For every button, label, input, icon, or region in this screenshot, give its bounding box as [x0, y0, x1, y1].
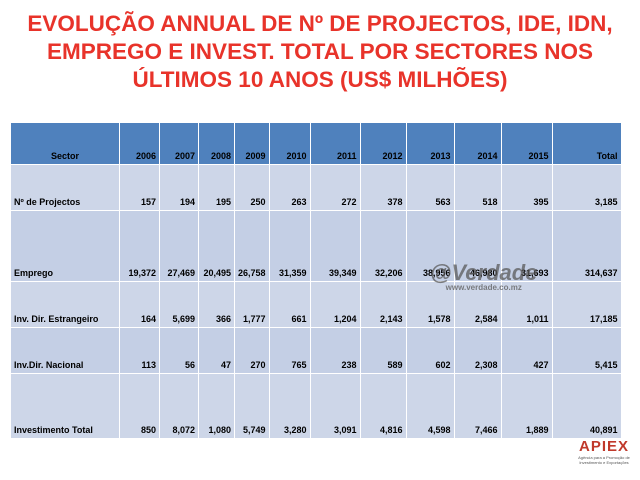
- value-cell: 26,758: [234, 210, 270, 282]
- value-cell: 427: [500, 327, 553, 374]
- column-header: 2008: [198, 122, 235, 165]
- data-table: Sector 2006 2007 2008 2009 2010 2011 2012 2013 20…: [10, 122, 622, 439]
- value-cell: 1,578: [405, 281, 455, 328]
- value-cell: 1,011: [500, 281, 553, 328]
- value-cell: 263: [268, 164, 311, 211]
- value-cell: 270: [234, 327, 270, 374]
- column-header: 2006: [119, 122, 160, 165]
- value-cell: 765: [268, 327, 311, 374]
- value-cell: 31,359: [268, 210, 311, 282]
- row-label: Inv.Dir. Nacional: [10, 327, 120, 374]
- column-header: 2009: [234, 122, 270, 165]
- value-cell: 563: [405, 164, 455, 211]
- value-cell: 378: [359, 164, 407, 211]
- value-cell: 164: [119, 281, 160, 328]
- logo-tagline: Agência para a Promoção de Investimento …: [578, 455, 630, 465]
- value-cell: 250: [234, 164, 270, 211]
- value-cell: 32,206: [359, 210, 407, 282]
- value-cell: 7,466: [453, 373, 502, 439]
- value-cell: 4,598: [405, 373, 455, 439]
- row-label: Emprego: [10, 210, 120, 282]
- value-cell: 850: [119, 373, 160, 439]
- value-cell: 314,637: [551, 210, 622, 282]
- column-header: 2011: [309, 122, 361, 165]
- value-cell: 113: [119, 327, 160, 374]
- value-cell: 27,469: [159, 210, 199, 282]
- value-cell: 40,891: [551, 373, 622, 439]
- table-row: Emprego 19,372 27,469 20,495 26,758 31,359 39,…: [10, 210, 622, 282]
- value-cell: 20,495: [198, 210, 235, 282]
- value-cell: 5,749: [234, 373, 270, 439]
- value-cell: 602: [405, 327, 455, 374]
- value-cell: 47: [198, 327, 235, 374]
- value-cell: 157: [119, 164, 160, 211]
- value-cell: 3,280: [268, 373, 311, 439]
- value-cell: 56: [159, 327, 199, 374]
- value-cell: 4,816: [359, 373, 407, 439]
- watermark-brand: @Verdade: [430, 260, 538, 285]
- value-cell: 366: [198, 281, 235, 328]
- logo: APIEX Agência para a Promoção de Investim…: [572, 438, 636, 465]
- watermark: @Verdade www.verdade.co.mz: [430, 260, 537, 292]
- value-cell: 19,372: [119, 210, 160, 282]
- value-cell: 195: [198, 164, 235, 211]
- table-row: Investimento Total 850 8,072 1,080 5,749 3,28…: [10, 373, 622, 439]
- column-header: 2015: [500, 122, 553, 165]
- value-cell: 2,143: [359, 281, 407, 328]
- column-header: 2010: [268, 122, 311, 165]
- value-cell: 589: [359, 327, 407, 374]
- table-row: Inv.Dir. Nacional 113 56 47 270 765 238 589 602 2…: [10, 327, 622, 374]
- row-label: Investimento Total: [10, 373, 120, 439]
- value-cell: 272: [309, 164, 361, 211]
- watermark-url: www.verdade.co.mz: [445, 283, 522, 292]
- value-cell: 5,415: [551, 327, 622, 374]
- column-header: 2007: [159, 122, 199, 165]
- row-label: Nº de Projectos: [10, 164, 120, 211]
- value-cell: 8,072: [159, 373, 199, 439]
- value-cell: 2,308: [453, 327, 502, 374]
- title: EVOLUÇÃO ANNUAL DE Nº DE PROJECTOS, IDE,…: [0, 10, 640, 94]
- value-cell: 39,349: [309, 210, 361, 282]
- value-cell: 31,693: [500, 210, 553, 282]
- value-cell: 395: [500, 164, 553, 211]
- logo-name: APIEX: [578, 438, 629, 455]
- value-cell: 1,889: [500, 373, 553, 439]
- row-label: Inv. Dir. Estrangeiro: [10, 281, 120, 328]
- value-cell: 3,091: [309, 373, 361, 439]
- title-line: ÚLTIMOS 10 ANOS (US$ MILHÕES): [132, 67, 508, 92]
- value-cell: 194: [159, 164, 199, 211]
- column-header: 2014: [453, 122, 502, 165]
- value-cell: 1,080: [198, 373, 235, 439]
- column-header: 2012: [359, 122, 407, 165]
- value-cell: 17,185: [551, 281, 622, 328]
- title-line: EMPREGO E INVEST. TOTAL POR SECTORES NOS: [47, 39, 593, 64]
- value-cell: 38,956: [405, 210, 455, 282]
- value-cell: 1,777: [234, 281, 270, 328]
- value-cell: 2,584: [453, 281, 502, 328]
- value-cell: 46,980: [453, 210, 502, 282]
- value-cell: 3,185: [551, 164, 622, 211]
- title-line: EVOLUÇÃO ANNUAL DE Nº DE PROJECTOS, IDE,…: [27, 11, 613, 36]
- value-cell: 1,204: [309, 281, 361, 328]
- column-header: Total: [551, 122, 622, 165]
- value-cell: 238: [309, 327, 361, 374]
- value-cell: 661: [268, 281, 311, 328]
- header-row: Sector 2006 2007 2008 2009 2010 2011 2012 2013 20…: [10, 122, 622, 165]
- table-row: Nº de Projectos 157 194 195 250 263 272 378 563 5…: [10, 164, 622, 211]
- value-cell: 518: [453, 164, 502, 211]
- column-header: 2013: [405, 122, 455, 165]
- column-header: Sector: [10, 122, 120, 165]
- value-cell: 5,699: [159, 281, 199, 328]
